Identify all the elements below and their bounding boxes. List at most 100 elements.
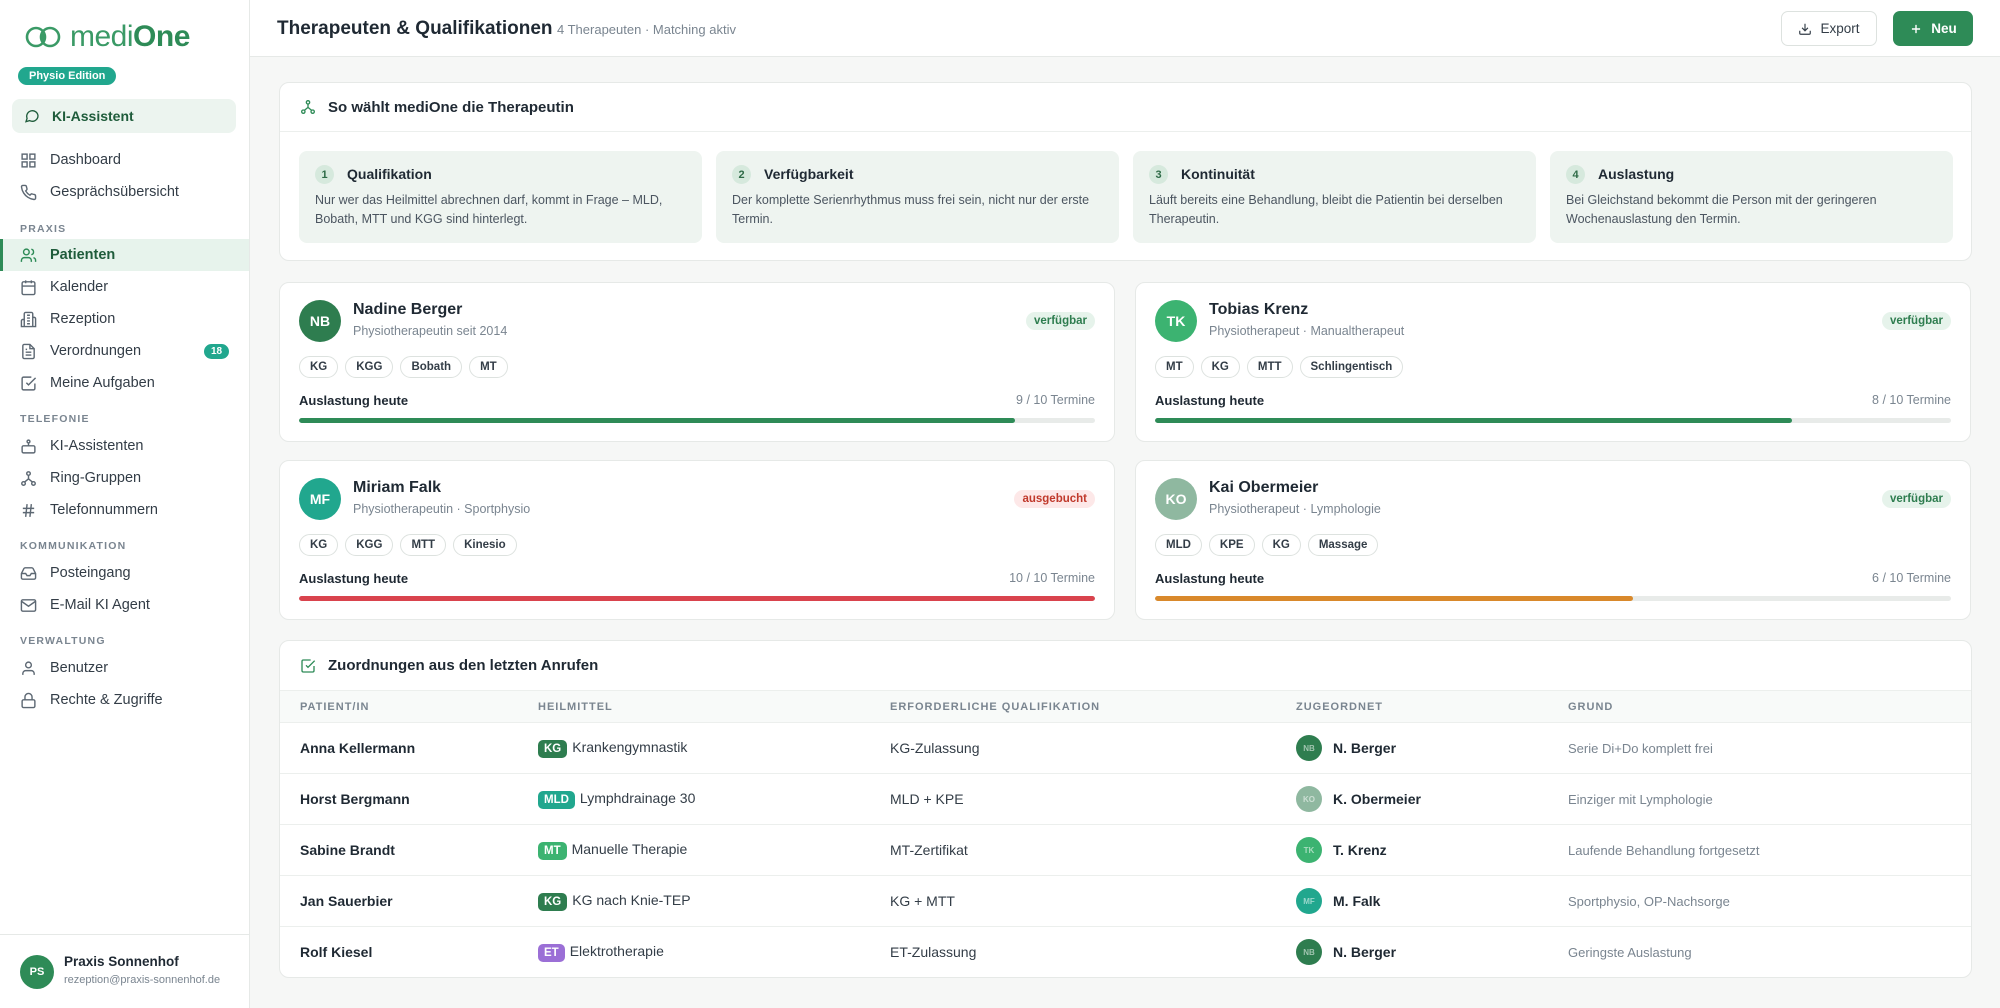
- therapist-card[interactable]: KO Kai Obermeier Physiotherapeut · Lymph…: [1135, 460, 1971, 620]
- step-title: Kontinuität: [1181, 166, 1255, 182]
- table-row[interactable]: Horst Bergmann MLD Lymphdrainage 30 MLD + K…: [280, 773, 1971, 825]
- nav-label: Dashboard: [50, 152, 121, 168]
- step-number: 1: [315, 165, 334, 184]
- load-bar-fill: [1155, 418, 1792, 423]
- qualification-tag: KG: [1200, 356, 1240, 378]
- download-icon: [1798, 22, 1812, 36]
- load-label: Auslastung heute: [1155, 571, 1265, 586]
- nav-label: Rechte & Zugriffe: [50, 692, 163, 708]
- table-row[interactable]: Jan Sauerbier KG KG nach Knie-TEP KG + MTT M…: [280, 875, 1971, 927]
- lock-icon: [20, 692, 37, 709]
- column-header[interactable]: ZUGEORDNET: [1296, 690, 1568, 723]
- qualification-tag: KG: [299, 534, 339, 556]
- therapist-name: Tobias Krenz: [1209, 301, 1309, 318]
- mail-icon: [20, 597, 37, 614]
- therapist-role: Physiotherapeut · Manualtherapeut: [1209, 324, 1405, 338]
- nav-item-email-ki-agent[interactable]: E-Mail KI Agent: [0, 589, 249, 621]
- nav-label: Benutzer: [50, 660, 109, 676]
- profile-section[interactable]: PS Praxis Sonnenhof rezeption@praxis-son…: [0, 934, 249, 1008]
- nav-label: Telefonnummern: [50, 502, 158, 518]
- load-label: Auslastung heute: [299, 571, 409, 586]
- nav-item-rechte-zugriffe[interactable]: Rechte & Zugriffe: [0, 684, 249, 716]
- step-number: 4: [1566, 165, 1585, 184]
- table-header-row: PATIENT/IN HEILMITTEL ERFORDERLICHE QUAL…: [280, 690, 1971, 723]
- load-label: Auslastung heute: [299, 393, 409, 408]
- avatar: KO: [1296, 786, 1322, 812]
- qualification-cell: MLD + KPE: [890, 773, 1296, 825]
- qualification-tag: KG: [1261, 534, 1301, 556]
- chat-icon: [24, 108, 40, 124]
- therapist-name: Nadine Berger: [353, 301, 463, 318]
- load-label: Auslastung heute: [1155, 393, 1265, 408]
- matching-card-header: So wählt mediOne die Therapeutin: [280, 83, 1971, 132]
- load-bar-fill: [299, 418, 1016, 423]
- therapy-cell: ET Elektrotherapie: [538, 927, 890, 978]
- nav-item-ring-gruppen[interactable]: Ring-Gruppen: [0, 462, 249, 494]
- therapy-badge: MT: [538, 841, 567, 860]
- therapy-name: Manuelle Therapie: [571, 840, 688, 857]
- nav-item-ki-assistenten[interactable]: KI-Assistenten: [0, 430, 249, 462]
- load-bar: [1155, 596, 1951, 601]
- table-row[interactable]: Anna Kellermann KG Krankengymnastik KG-Zula…: [280, 722, 1971, 774]
- qualification-cell: ET-Zulassung: [890, 944, 977, 961]
- document-icon: [20, 343, 37, 360]
- column-header[interactable]: ERFORDERLICHE QUALIFIKATION: [890, 690, 1296, 723]
- nav-item-meine-aufgaben[interactable]: Meine Aufgaben: [0, 367, 249, 399]
- export-button[interactable]: Export: [1781, 11, 1877, 46]
- qualification-tag: MTT: [400, 534, 447, 556]
- nav-item-patienten[interactable]: Patienten: [0, 239, 249, 271]
- nav-item-benutzer[interactable]: Benutzer: [0, 652, 249, 684]
- ki-assistent-button[interactable]: KI-Assistent: [12, 99, 236, 133]
- reason-cell: Laufende Behandlung fortgesetzt: [1568, 824, 1971, 876]
- column-header[interactable]: GRUND: [1568, 690, 1971, 723]
- nav-label: Ring-Gruppen: [50, 470, 142, 486]
- logo[interactable]: mediOne: [24, 20, 190, 54]
- assigned-name: M. Falk: [1333, 893, 1381, 909]
- column-header[interactable]: HEILMITTEL: [538, 690, 890, 723]
- nav-label: Patienten: [50, 247, 116, 263]
- building-icon: [20, 311, 37, 328]
- therapy-name: KG nach Knie-TEP: [572, 891, 691, 908]
- step-number: 2: [732, 165, 751, 184]
- load-bar-fill: [299, 596, 1095, 601]
- reason-cell: Serie Di+Do komplett frei: [1568, 722, 1971, 774]
- nav-item-gespraechsuebersicht[interactable]: Gesprächsübersicht: [0, 176, 249, 208]
- avatar: MF: [1296, 888, 1322, 914]
- qualification-cell: MT-Zertifikat: [890, 824, 1296, 876]
- table-row[interactable]: Rolf Kiesel ET Elektrotherapie ET-Zulassung…: [280, 927, 1971, 978]
- nav-label: Kalender: [50, 279, 109, 295]
- qualification-tag: KGG: [345, 534, 394, 556]
- inbox-icon: [20, 565, 37, 582]
- network-icon: [20, 470, 37, 487]
- qualification-tags: MT KG MTT Schlingentisch: [1155, 356, 1404, 378]
- status-badge: verfügbar: [1025, 312, 1095, 330]
- logo-text: mediOne: [70, 20, 190, 53]
- patient-name: Anna Kellermann: [280, 722, 538, 774]
- therapist-card[interactable]: MF Miriam Falk Physiotherapeutin · Sport…: [279, 460, 1115, 620]
- qualification-tag: Massage: [1307, 534, 1379, 556]
- nav-item-dashboard[interactable]: Dashboard: [0, 144, 249, 176]
- avatar: PS: [20, 955, 54, 989]
- therapist-name: Miriam Falk: [353, 479, 442, 496]
- table-row[interactable]: Sabine Brandt MT Manuelle Therapie MT-Zerti…: [280, 824, 1971, 876]
- nav-label: Gesprächsübersicht: [50, 184, 179, 200]
- nav-label: Posteingang: [50, 565, 131, 581]
- nav-item-verordnungen[interactable]: Verordnungen 18: [0, 335, 249, 367]
- column-header[interactable]: PATIENT/IN: [280, 690, 538, 723]
- nav-label: Meine Aufgaben: [50, 375, 155, 391]
- therapy-badge: ET: [538, 943, 565, 962]
- sidebar: mediOne Physio Edition KI-Assistent Dash…: [0, 0, 250, 1008]
- qualification-cell: KG + MTT: [890, 875, 1296, 927]
- nav-item-posteingang[interactable]: Posteingang: [0, 557, 249, 589]
- qualification-tag: MT: [1155, 356, 1194, 378]
- therapist-card[interactable]: NB Nadine Berger Physiotherapeutin seit …: [279, 282, 1115, 442]
- nav-item-rezeption[interactable]: Rezeption: [0, 303, 249, 335]
- profile-email: rezeption@praxis-sonnenhof.de: [64, 974, 221, 986]
- therapist-card[interactable]: TK Tobias Krenz Physiotherapeut · Manual…: [1135, 282, 1971, 442]
- nav-item-telefonnummern[interactable]: Telefonnummern: [0, 494, 249, 526]
- robot-icon: [20, 438, 37, 455]
- assigned-cell: KO K. Obermeier: [1296, 773, 1568, 825]
- new-button[interactable]: Neu: [1893, 11, 1973, 46]
- nav-item-kalender[interactable]: Kalender: [0, 271, 249, 303]
- matching-card: So wählt mediOne die Therapeutin 1 Quali…: [279, 82, 1972, 261]
